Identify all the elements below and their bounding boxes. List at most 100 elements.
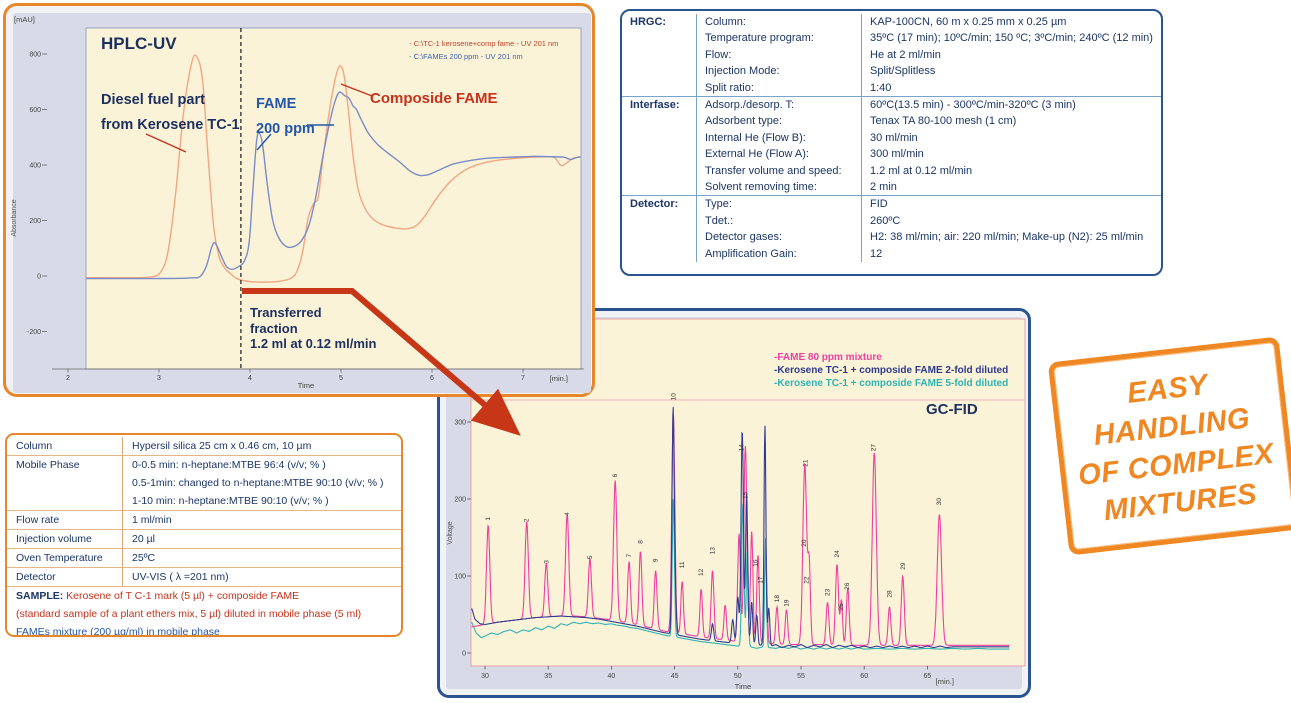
svg-text:Time: Time [298, 381, 314, 390]
table-row: Detector UV-VIS ( λ =201 nm) [7, 567, 401, 587]
value-cell: 12 [861, 245, 1161, 263]
svg-text:6: 6 [612, 473, 619, 477]
hplc-parameters-table: Column Hypersil silica 25 cm x 0.46 cm, 1… [7, 437, 401, 635]
table-row: Split ratio: 1:40 [622, 79, 1161, 97]
svg-text:30: 30 [936, 498, 943, 506]
svg-text:8: 8 [638, 540, 645, 544]
svg-text:300: 300 [454, 420, 466, 427]
svg-text:[min.]: [min.] [550, 374, 568, 383]
param-cell: Flow: [696, 46, 862, 64]
svg-text:7: 7 [521, 375, 525, 382]
fame-annotation: FAME 200 ppm [256, 96, 315, 137]
value-cell: KAP-100CN, 60 m x 0.25 mm x 0.25 µm [861, 14, 1161, 31]
svg-text:9: 9 [653, 558, 660, 562]
svg-text:4: 4 [564, 512, 571, 516]
svg-text:60: 60 [860, 673, 868, 680]
svg-text:23: 23 [825, 588, 832, 596]
hrgc-table: HRGC: Column: KAP-100CN, 60 m x 0.25 mm x … [622, 14, 1161, 263]
transferred-fraction-annotation: Transferred fraction 1.2 ml at 0.12 ml/m… [250, 305, 377, 351]
param-cell: Oven Temperature [7, 548, 123, 568]
param-cell: Tdet.: [696, 212, 862, 230]
svg-text:29: 29 [900, 562, 907, 570]
param-cell: Internal He (Flow B): [696, 129, 862, 147]
param-cell: Detector [7, 567, 123, 587]
table-row: Internal He (Flow B): 30 ml/min [622, 129, 1161, 147]
table-row: Mobile Phase 0-0.5 min: n-heptane:MTBE 96… [7, 455, 401, 511]
value-cell: 25ºC [122, 548, 401, 568]
svg-text:100: 100 [454, 574, 466, 581]
param-cell: Amplification Gain: [696, 245, 862, 263]
svg-text:15: 15 [742, 491, 749, 499]
value-cell: 260ºC [861, 212, 1161, 230]
svg-text:14: 14 [739, 444, 746, 452]
section-label-cell: HRGC: [630, 16, 667, 28]
param-cell: Detector gases: [696, 229, 862, 246]
svg-text:5: 5 [339, 375, 343, 382]
section-label-cell: Interfase: [622, 96, 697, 196]
svg-text:45: 45 [671, 673, 679, 680]
table-row: Solvent removing time: 2 min [622, 179, 1161, 196]
value-cell: UV-VIS ( λ =201 nm) [122, 567, 401, 587]
svg-text:[min.]: [min.] [936, 677, 954, 686]
table-row: Flow rate 1 ml/min [7, 510, 401, 530]
value-cell: 60ºC(13.5 min) - 300ºC/min-320ºC (3 min) [861, 96, 1161, 114]
value-cell: Split/Splitless [861, 63, 1161, 80]
value-cell: Tenax TA 80-100 mesh (1 cm) [861, 113, 1161, 130]
svg-text:10: 10 [670, 393, 677, 401]
svg-text:Voltage: Voltage [447, 521, 454, 544]
legend-item: -Kerosene TC-1 + composide FAME 5-fold d… [774, 378, 1009, 389]
svg-text:0: 0 [462, 651, 466, 658]
param-cell: Temperature program: [696, 30, 862, 47]
svg-text:4: 4 [248, 375, 252, 382]
value-cell: 1 ml/min [122, 510, 401, 530]
legend-item: - C:\FAMEs 200 ppm - UV 201 nm [409, 52, 523, 61]
table-row: Interfase: Adsorp./desorp. T: 60ºC(13.5 mi… [622, 96, 1161, 196]
table-row: Adsorbent type: Tenax TA 80-100 mesh (1 c… [622, 113, 1161, 130]
value-cell: 1:40 [861, 79, 1161, 97]
value-cell: Hypersil silica 25 cm x 0.46 cm, 10 µm [122, 437, 401, 456]
hplc-chart-title: HPLC-UV [101, 34, 177, 53]
svg-text:30: 30 [481, 673, 489, 680]
svg-text:2: 2 [524, 518, 531, 522]
param-cell: Split ratio: [696, 79, 862, 97]
svg-text:22: 22 [804, 576, 811, 584]
svg-text:24: 24 [834, 550, 841, 558]
value-cell: 35ºC (17 min); 10ºC/min; 150 ºC; 3ºC/min… [861, 30, 1161, 47]
composide-fame-annotation: Composide FAME [370, 90, 498, 107]
param-cell: Solvent removing time: [696, 179, 862, 196]
table-row: Tdet.: 260ºC [622, 212, 1161, 230]
svg-text:2: 2 [66, 375, 70, 382]
svg-text:26: 26 [844, 582, 851, 590]
param-cell: Transfer volume and speed: [696, 162, 862, 180]
svg-text:17: 17 [758, 576, 765, 584]
svg-text:3: 3 [543, 560, 550, 564]
legend-item: -FAME 80 ppm mixture [774, 352, 882, 363]
hrgc-parameters-table-panel: HRGC: Column: KAP-100CN, 60 m x 0.25 mm x … [620, 9, 1163, 276]
value-cell: 300 ml/min [861, 146, 1161, 163]
svg-text:200: 200 [29, 218, 41, 225]
value-cell: H2: 38 ml/min; air: 220 ml/min; Make-up … [861, 229, 1161, 246]
value-cell: 20 µl [122, 529, 401, 549]
hplc-uv-chart-panel: 2 3 4 5 6 7 800 600 400 200 0 -200 [mAU] Absorbance Ti… [3, 3, 595, 397]
svg-text:0: 0 [37, 274, 41, 281]
param-cell: Column [16, 440, 53, 452]
svg-text:40: 40 [608, 673, 616, 680]
svg-text:800: 800 [29, 52, 41, 59]
value-cell: 1.2 ml at 0.12 ml/min [861, 162, 1161, 180]
svg-text:21: 21 [802, 459, 809, 467]
svg-text:Time: Time [735, 682, 751, 691]
svg-text:13: 13 [710, 547, 717, 555]
param-cell: Adsorbent type: [696, 113, 862, 130]
table-row: Injection Mode: Split/Splitless [622, 63, 1161, 80]
gc-chart-title: GC-FID [926, 401, 978, 418]
svg-text:3: 3 [157, 375, 161, 382]
param-cell: Type: [696, 195, 862, 213]
param-cell: Mobile Phase [7, 455, 123, 511]
svg-text:[mAU]: [mAU] [14, 15, 35, 24]
svg-text:11: 11 [679, 561, 686, 568]
legend-item: -Kerosene TC-1 + composide FAME 2-fold d… [774, 365, 1009, 376]
sample-cell: SAMPLE: Kerosene of T C-1 mark (5 µl) + … [7, 586, 401, 635]
svg-text:20: 20 [801, 539, 808, 547]
value-cell: He at 2 ml/min [861, 46, 1161, 64]
svg-text:28: 28 [887, 590, 894, 598]
